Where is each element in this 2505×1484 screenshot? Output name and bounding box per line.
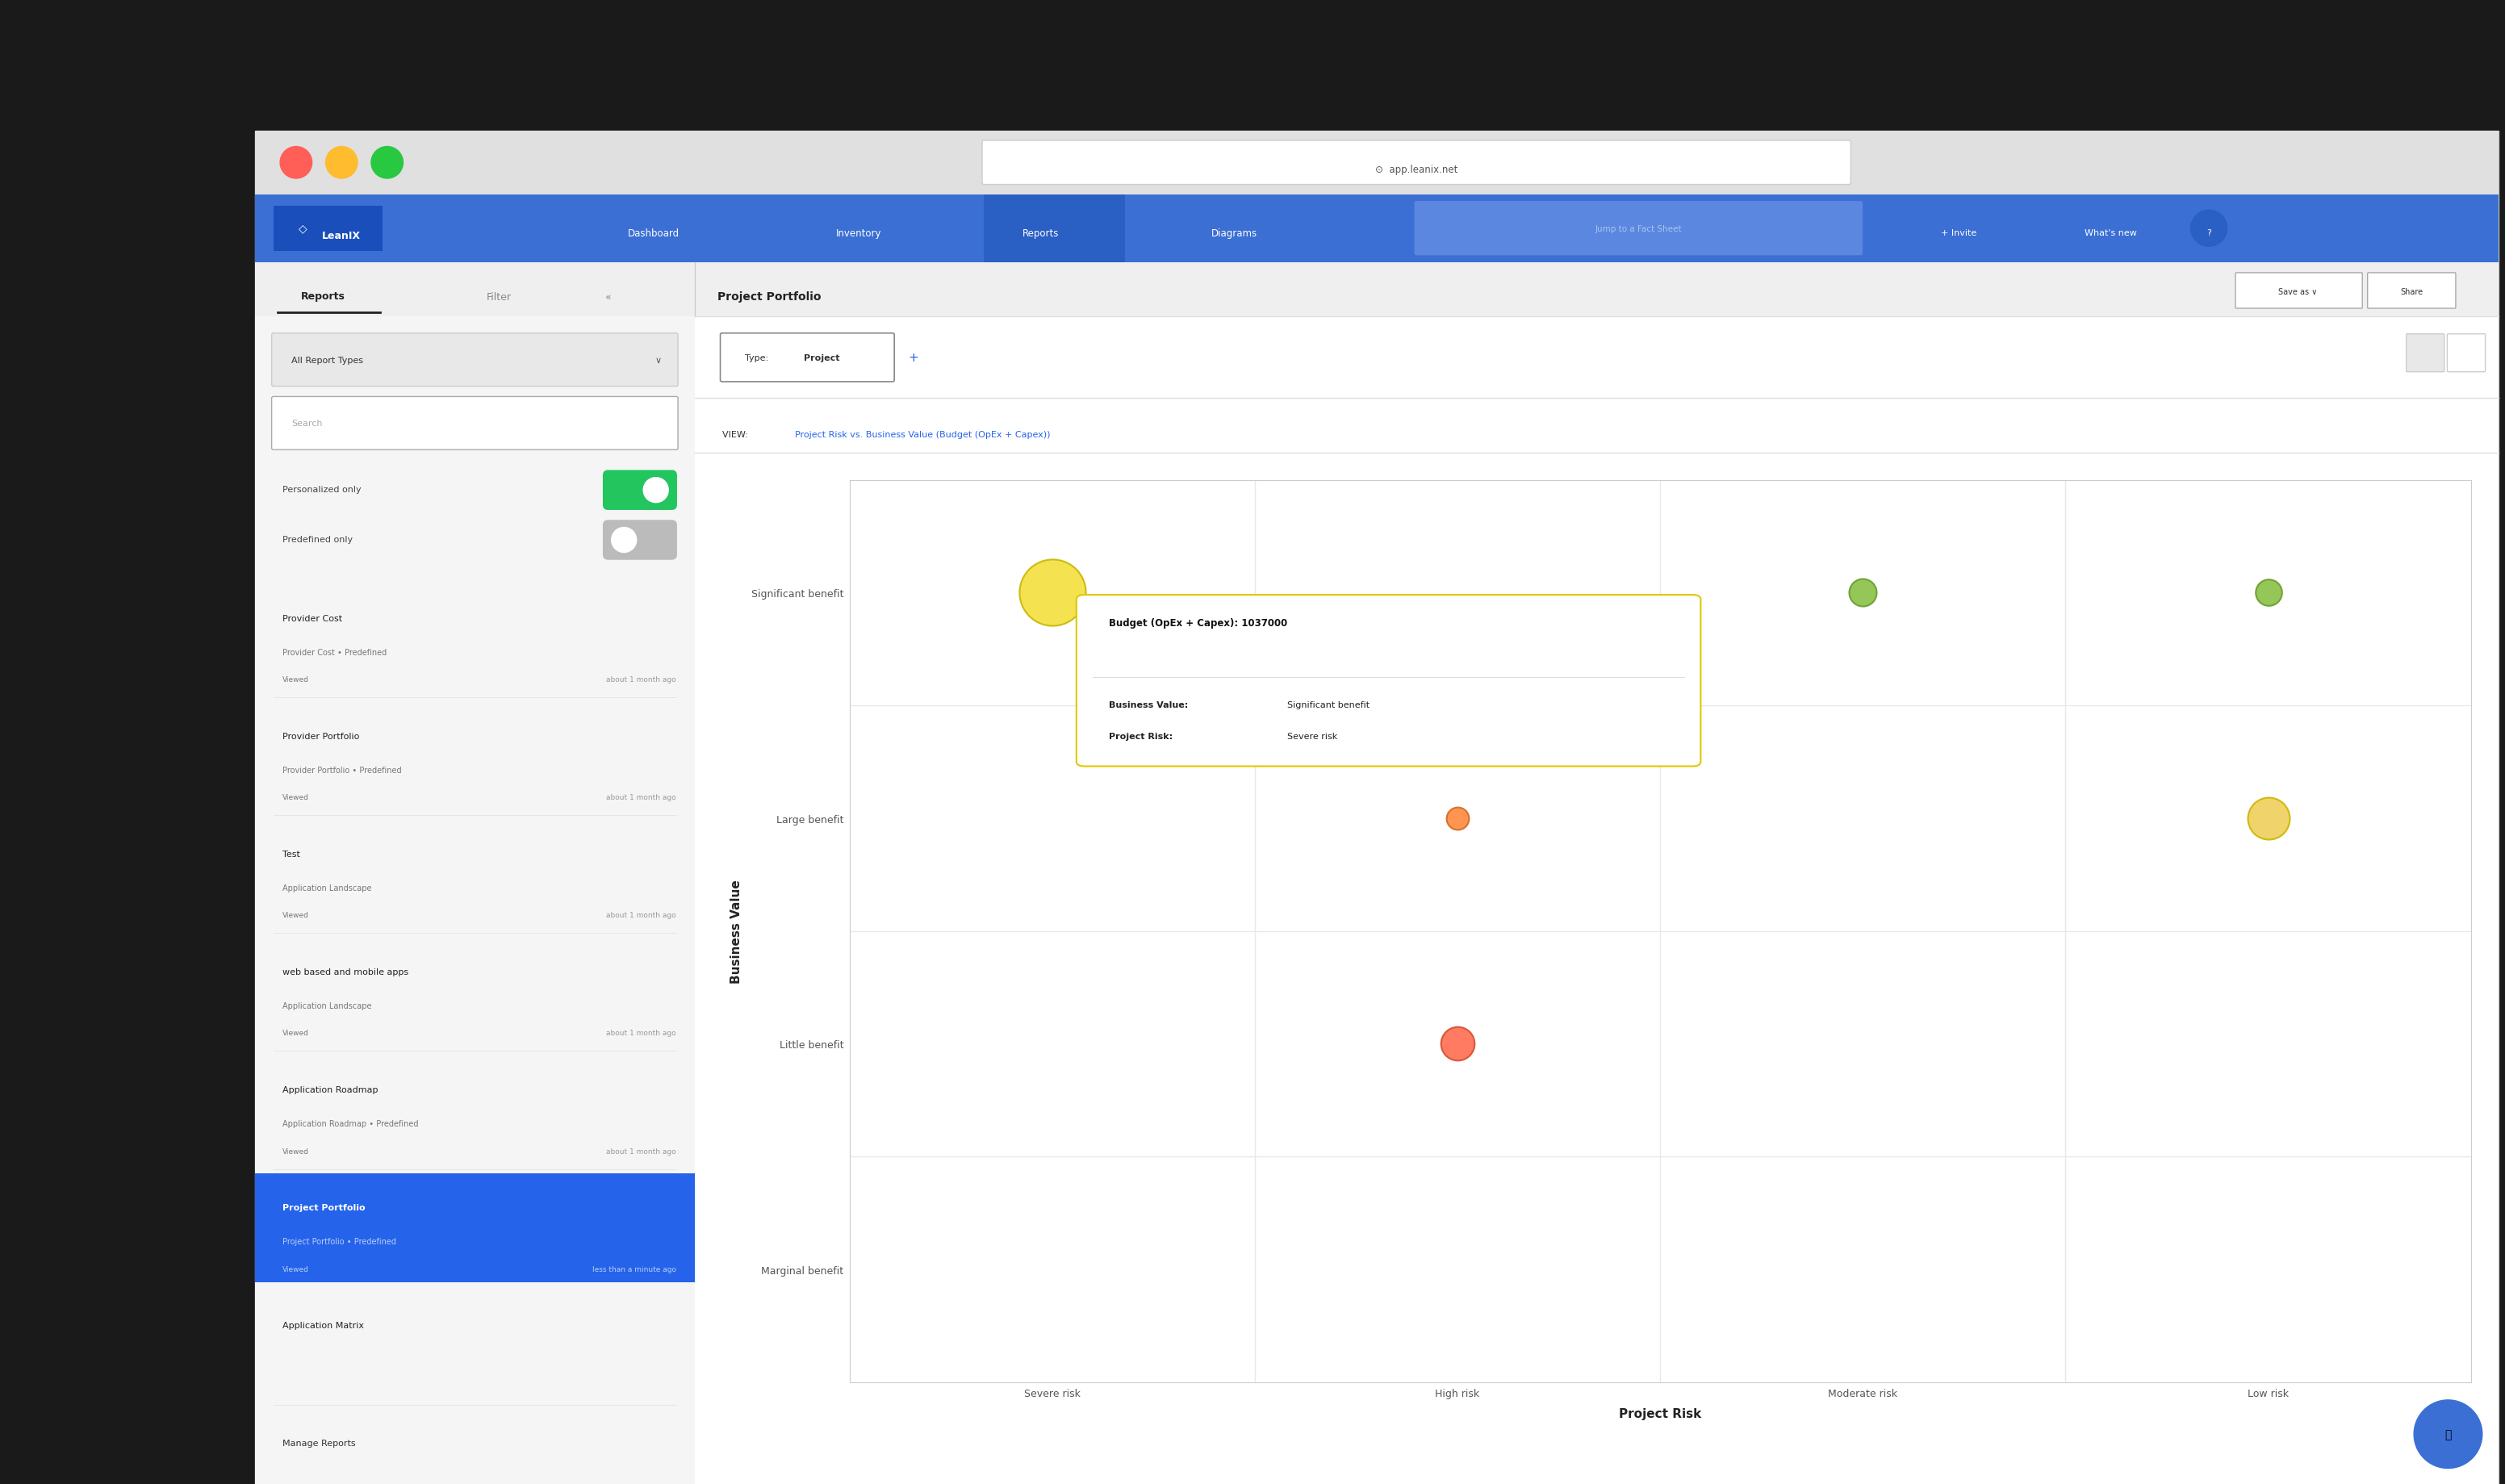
FancyBboxPatch shape <box>721 334 894 383</box>
Text: All Report Types: All Report Types <box>291 356 363 364</box>
Bar <box>256 318 694 1484</box>
Text: Manage Reports: Manage Reports <box>283 1439 356 1447</box>
Text: What's new: What's new <box>2084 230 2137 237</box>
Text: VIEW:: VIEW: <box>721 430 752 439</box>
Text: + Invite: + Invite <box>1941 230 1976 237</box>
Text: Viewed: Viewed <box>283 911 308 919</box>
FancyBboxPatch shape <box>2234 273 2362 309</box>
Text: Project Risk:: Project Risk: <box>1110 732 1175 741</box>
Circle shape <box>644 478 669 503</box>
Text: Application Matrix: Application Matrix <box>283 1321 363 1330</box>
FancyBboxPatch shape <box>271 398 679 450</box>
Text: Project Portfolio: Project Portfolio <box>716 291 822 303</box>
Text: Personalized only: Personalized only <box>283 485 361 493</box>
Text: Dashboard: Dashboard <box>629 229 679 239</box>
Point <box>1438 807 1478 831</box>
Text: about 1 month ago: about 1 month ago <box>606 794 676 801</box>
Bar <box>256 132 2497 194</box>
Bar <box>256 263 2497 318</box>
Text: about 1 month ago: about 1 month ago <box>606 911 676 919</box>
Text: Inventory: Inventory <box>837 229 882 239</box>
FancyBboxPatch shape <box>2407 334 2445 372</box>
Text: Business Value:: Business Value: <box>1110 702 1192 709</box>
Text: Filter: Filter <box>486 291 511 303</box>
Bar <box>273 206 383 251</box>
Text: Application Roadmap • Predefined: Application Roadmap • Predefined <box>283 1120 418 1128</box>
Circle shape <box>371 147 403 180</box>
Text: LeanIX: LeanIX <box>323 230 361 240</box>
Text: Budget (OpEx + Capex): 1037000: Budget (OpEx + Capex): 1037000 <box>1110 617 1288 628</box>
Circle shape <box>611 528 636 554</box>
Text: Type:: Type: <box>744 355 772 362</box>
Text: Application Roadmap: Application Roadmap <box>283 1086 378 1094</box>
Text: Provider Portfolio: Provider Portfolio <box>283 732 358 741</box>
Text: Severe risk: Severe risk <box>1288 732 1338 741</box>
FancyBboxPatch shape <box>2447 334 2485 372</box>
Text: Save as ∨: Save as ∨ <box>2277 288 2317 297</box>
Text: about 1 month ago: about 1 month ago <box>606 677 676 683</box>
Text: Share: Share <box>2400 288 2422 297</box>
X-axis label: Project Risk: Project Risk <box>1618 1407 1701 1419</box>
Text: Provider Cost: Provider Cost <box>283 614 343 623</box>
Bar <box>256 194 2497 263</box>
Text: Viewed: Viewed <box>283 794 308 801</box>
Text: Viewed: Viewed <box>283 677 308 683</box>
Point <box>2247 582 2287 605</box>
Text: less than a minute ago: less than a minute ago <box>591 1266 676 1272</box>
FancyBboxPatch shape <box>604 470 676 510</box>
Y-axis label: Business Value: Business Value <box>731 879 741 982</box>
Text: about 1 month ago: about 1 month ago <box>606 1147 676 1155</box>
Bar <box>256 1174 694 1282</box>
Bar <box>694 318 2497 1484</box>
FancyBboxPatch shape <box>1415 202 1861 255</box>
Text: Viewed: Viewed <box>283 1266 308 1272</box>
Point <box>1844 582 1884 605</box>
Text: Provider Cost • Predefined: Provider Cost • Predefined <box>283 649 386 656</box>
Circle shape <box>281 147 313 180</box>
Circle shape <box>326 147 358 180</box>
Circle shape <box>2415 1399 2482 1468</box>
Text: Project Portfolio: Project Portfolio <box>283 1204 366 1211</box>
Text: Application Landscape: Application Landscape <box>283 884 371 892</box>
Text: 💬: 💬 <box>2445 1429 2452 1439</box>
Text: Viewed: Viewed <box>283 1030 308 1037</box>
Text: web based and mobile apps: web based and mobile apps <box>283 968 408 976</box>
FancyBboxPatch shape <box>1077 595 1701 767</box>
Point <box>1438 1031 1478 1055</box>
FancyBboxPatch shape <box>2367 273 2455 309</box>
Text: ⊙  app.leanix.net: ⊙ app.leanix.net <box>1375 165 1458 175</box>
Text: Application Landscape: Application Landscape <box>283 1002 371 1011</box>
FancyBboxPatch shape <box>271 334 679 387</box>
Text: Jump to a Fact Sheet: Jump to a Fact Sheet <box>1596 224 1681 233</box>
Text: Reports: Reports <box>1022 229 1060 239</box>
FancyBboxPatch shape <box>604 521 676 561</box>
Text: Project: Project <box>804 355 839 362</box>
Text: ◇: ◇ <box>298 223 308 234</box>
Text: +: + <box>907 352 919 364</box>
Text: Search: Search <box>291 420 323 427</box>
Text: Viewed: Viewed <box>283 1147 308 1155</box>
FancyBboxPatch shape <box>982 141 1851 186</box>
Text: «: « <box>604 291 611 303</box>
Bar <box>256 132 2497 1484</box>
Text: Provider Portfolio • Predefined: Provider Portfolio • Predefined <box>283 766 401 775</box>
Point <box>2247 807 2287 831</box>
Text: Reports: Reports <box>301 291 346 303</box>
Text: ∨: ∨ <box>654 356 661 364</box>
Text: Project Risk vs. Business Value (Budget (OpEx + Capex)): Project Risk vs. Business Value (Budget … <box>794 430 1050 439</box>
Bar <box>984 194 1125 263</box>
Text: Test: Test <box>283 850 301 858</box>
Text: Predefined only: Predefined only <box>283 536 353 543</box>
Text: ?: ? <box>2207 230 2212 237</box>
Circle shape <box>2192 211 2227 246</box>
Text: about 1 month ago: about 1 month ago <box>606 1030 676 1037</box>
Text: Project Portfolio • Predefined: Project Portfolio • Predefined <box>283 1238 396 1245</box>
Point <box>1032 582 1072 605</box>
Text: Significant benefit: Significant benefit <box>1288 702 1370 709</box>
Text: Diagrams: Diagrams <box>1212 229 1258 239</box>
